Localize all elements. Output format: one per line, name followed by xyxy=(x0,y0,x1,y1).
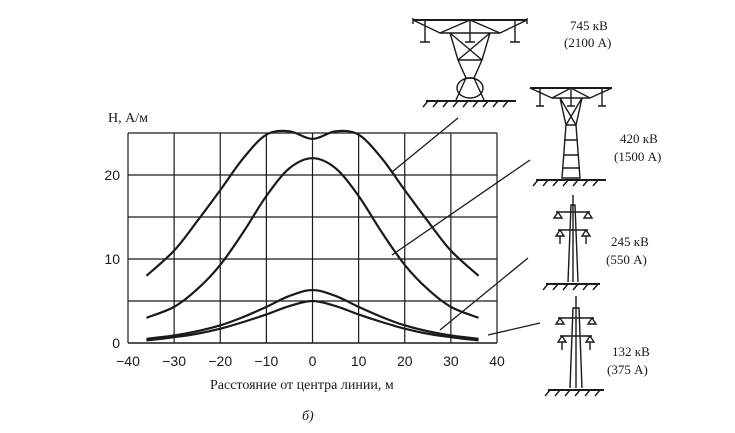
leader-line-745 xyxy=(391,117,459,173)
y-tick-label: 0 xyxy=(112,335,120,351)
tower-420kv-icon xyxy=(529,87,613,187)
x-tick-labels: −40 −30 −20 −10 0 10 20 30 40 xyxy=(116,353,505,369)
series-line-1 xyxy=(145,129,480,277)
series-line-3 xyxy=(146,288,479,340)
tower-245-current: (550 А) xyxy=(606,252,647,267)
tower-132-voltage: 132 кВ xyxy=(612,344,650,359)
x-tick-label: −10 xyxy=(255,353,279,369)
tower-245kv-icon xyxy=(542,195,600,291)
x-axis-label: Расстояние от центра линии, м xyxy=(210,378,394,393)
x-tick-label: −20 xyxy=(208,353,232,369)
tower-132-current: (375 А) xyxy=(607,362,648,377)
figure-caption: б) xyxy=(302,409,314,424)
leader-line-245 xyxy=(439,257,529,331)
leader-line-132 xyxy=(487,322,541,336)
leader-line-420 xyxy=(391,159,531,256)
series-line-4 xyxy=(146,299,479,342)
tower-745-current: (2100 А) xyxy=(564,35,611,50)
x-tick-label: −30 xyxy=(162,353,186,369)
tower-420-current: (1500 А) xyxy=(614,149,661,164)
x-tick-label: 30 xyxy=(443,353,459,369)
x-tick-label: 40 xyxy=(489,353,505,369)
x-tick-label: 0 xyxy=(309,353,317,369)
y-tick-label: 10 xyxy=(104,251,120,267)
tower-745kv-icon xyxy=(412,18,528,108)
chart-curves xyxy=(145,129,480,342)
tower-245-voltage: 245 кВ xyxy=(611,234,649,249)
leader-lines xyxy=(391,117,541,336)
x-tick-label: −40 xyxy=(116,353,140,369)
x-tick-label: 10 xyxy=(351,353,367,369)
x-tick-label: 20 xyxy=(397,353,413,369)
y-tick-labels: 0 10 20 xyxy=(104,167,120,351)
tower-132kv-icon xyxy=(544,296,604,397)
chart-grid xyxy=(127,132,498,344)
tower-420-voltage: 420 кВ xyxy=(620,131,658,146)
y-tick-label: 20 xyxy=(104,167,120,183)
y-axis-label: H, А/м xyxy=(108,111,148,126)
series-line-2 xyxy=(146,157,479,319)
tower-745-voltage: 745 кВ xyxy=(570,18,608,33)
